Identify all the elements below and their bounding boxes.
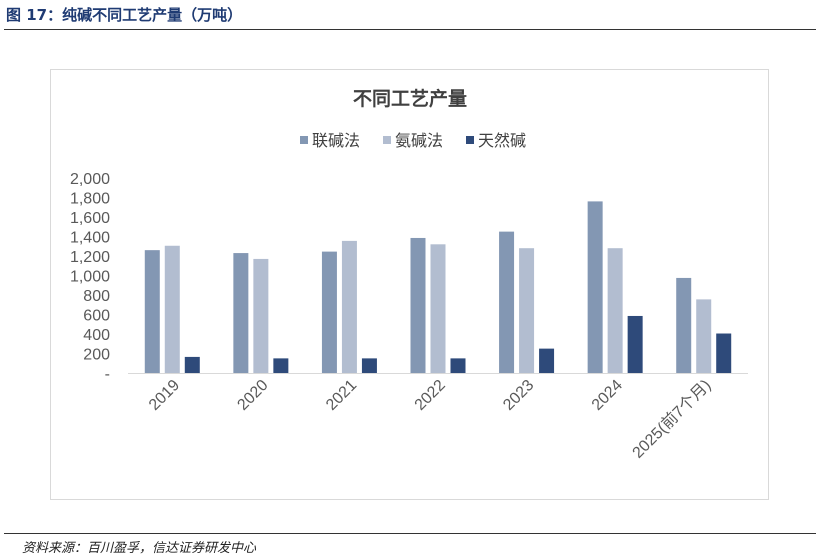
bar: [499, 231, 515, 373]
bar: [253, 258, 269, 373]
bottom-divider: [4, 533, 816, 534]
bar: [361, 358, 377, 373]
figure-title: 图 17：纯碱不同工艺产量（万吨）: [6, 6, 243, 24]
legend-label: 联碱法: [312, 131, 360, 150]
legend-label: 氨碱法: [395, 131, 443, 150]
bar: [607, 248, 623, 373]
y-tick-label: 1,600: [70, 210, 110, 227]
bar: [627, 315, 643, 373]
source-note: 资料来源：百川盈孚，信达证券研发中心: [22, 541, 257, 556]
y-tick-label: 400: [83, 327, 110, 344]
y-tick-label: 200: [83, 347, 110, 364]
bar: [164, 245, 180, 373]
bar: [676, 277, 692, 373]
bar: [233, 253, 249, 373]
y-tick-label: 1,200: [70, 249, 110, 266]
y-tick-label: 1,400: [70, 230, 110, 247]
bars: [144, 201, 732, 373]
bar: [519, 248, 535, 373]
x-tick-label: 2021: [323, 377, 360, 414]
chart-container: [50, 69, 769, 500]
x-tick-label: 2020: [234, 377, 271, 414]
x-tick-label: 2023: [500, 377, 537, 414]
legend-swatch: [466, 136, 474, 144]
bar: [587, 201, 603, 373]
y-tick-label: 1,000: [70, 269, 110, 286]
bar: [430, 244, 446, 373]
y-axis: - 200 400 600 800 1,000 1,200 1,400 1,600 1,800 2,…: [70, 171, 110, 383]
chart-title: 不同工艺产量: [353, 87, 467, 110]
bar: [696, 299, 712, 373]
legend-swatch: [383, 136, 391, 144]
y-tick-label: 600: [83, 308, 110, 325]
x-tick-label: 2024: [589, 377, 626, 414]
bar: [450, 358, 466, 373]
bar: [273, 358, 289, 373]
bar: [184, 356, 200, 373]
top-divider: [4, 29, 816, 30]
bar: [321, 251, 337, 373]
y-tick-label: 800: [83, 288, 110, 305]
legend-label: 天然碱: [478, 131, 526, 150]
bar: [144, 250, 160, 373]
bar: [341, 240, 357, 373]
x-tick-label: 2022: [412, 377, 449, 414]
legend: 联碱法 氨碱法 天然碱: [300, 131, 526, 150]
y-tick-label: 1,800: [70, 191, 110, 208]
x-tick-label: 2025(前7个月): [629, 376, 715, 462]
y-tick-label: 2,000: [70, 171, 110, 188]
bar: [410, 237, 426, 373]
y-tick-label: -: [105, 366, 110, 383]
legend-swatch: [300, 136, 308, 144]
bar: [716, 333, 732, 373]
x-tick-label: 2019: [146, 377, 183, 414]
bar: [539, 348, 555, 373]
x-axis: 2019 2020 2021 2022 2023 2024 2025(前7个月): [128, 373, 748, 462]
